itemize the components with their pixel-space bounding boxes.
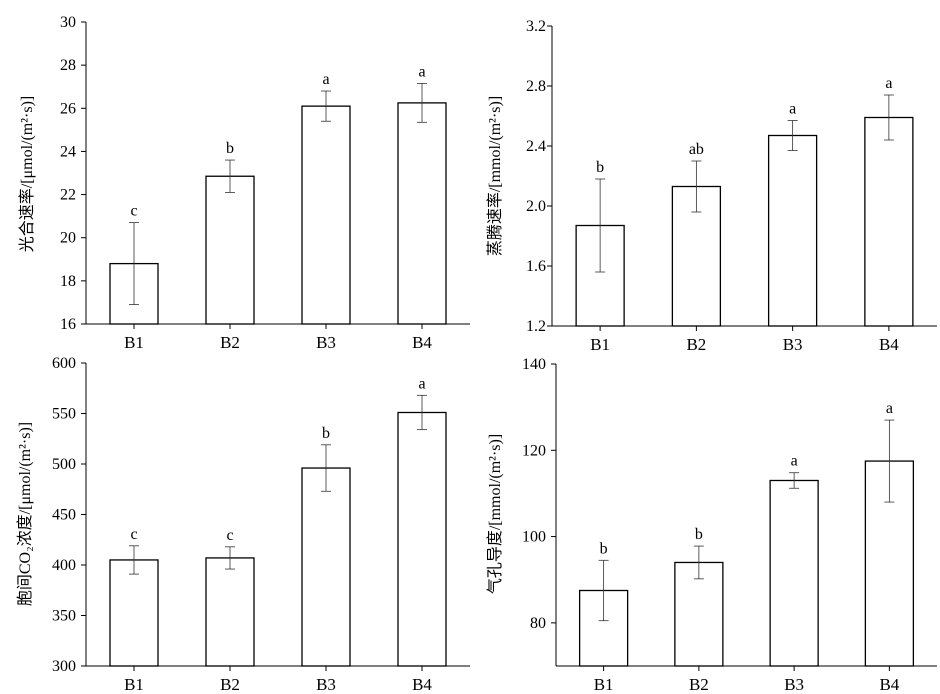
x-tick-label: B1 <box>124 675 144 694</box>
x-tick-label: B1 <box>590 335 610 354</box>
y-tick-label: 2.4 <box>526 138 546 155</box>
y-tick-label: 80 <box>530 615 546 632</box>
significance-label: c <box>130 526 137 543</box>
y-tick-label: 16 <box>60 316 76 333</box>
y-tick-label: 22 <box>60 187 76 204</box>
bar-B2 <box>674 561 724 667</box>
significance-label: b <box>322 425 330 442</box>
bar-B3 <box>301 105 351 325</box>
y-axis-title: 气孔导度/[mmol/(m²·s)] <box>486 434 504 594</box>
y-tick-label: 500 <box>52 456 76 473</box>
bar-B3 <box>767 134 818 327</box>
bar-B2 <box>205 175 255 325</box>
significance-label: a <box>885 75 892 92</box>
y-tick-label: 300 <box>52 658 76 675</box>
x-tick-label: B4 <box>879 675 899 694</box>
x-tick-label: B2 <box>689 675 709 694</box>
x-tick-label: B2 <box>686 335 706 354</box>
bar-B4 <box>397 102 447 325</box>
chart-photosynthetic-rate: 光合速率/[μmol/(m²·s)] 16 18 20 22 24 26 28 30 c B1 b B… <box>18 14 470 352</box>
significance-label: b <box>600 540 608 557</box>
y-tick-label: 20 <box>60 230 76 247</box>
significance-label: a <box>418 63 425 80</box>
y-tick-label: 140 <box>522 356 546 373</box>
x-tick-label: B4 <box>412 675 432 694</box>
y-tick-label: 400 <box>52 557 76 574</box>
bar-B1 <box>109 559 159 667</box>
x-tick-label: B3 <box>316 675 336 694</box>
x-tick-label: B3 <box>784 675 804 694</box>
y-axis-title: 胞间CO₂浓度/[μmol/(m²·s)] <box>16 422 34 606</box>
significance-label: b <box>695 526 703 543</box>
x-tick-label: B3 <box>316 333 336 352</box>
x-tick-label: B1 <box>124 333 144 352</box>
significance-label: c <box>130 203 137 220</box>
y-tick-label: 24 <box>60 143 76 160</box>
y-tick-label: 120 <box>522 442 546 459</box>
y-tick-label: 1.6 <box>526 258 546 275</box>
chart-transpiration-rate: 蒸腾速率/[mmol/(m²·s)] 1.2 1.6 2.0 2.4 2.8 3.2 b B1… <box>486 18 937 354</box>
bar-B3 <box>301 467 351 667</box>
chart-stomatal-conductance: 气孔导度/[mmol/(m²·s)] 80 100 120 140 b B1 b B2 a B3 a… <box>486 356 937 694</box>
significance-label: a <box>791 453 798 470</box>
x-tick-label: B2 <box>220 675 240 694</box>
y-tick-label: 100 <box>522 529 546 546</box>
y-tick-label: 450 <box>52 507 76 524</box>
x-tick-label: B4 <box>879 335 899 354</box>
y-tick-label: 18 <box>60 273 76 290</box>
y-tick-label: 350 <box>52 608 76 625</box>
bar-B4 <box>864 116 914 327</box>
y-axis-title: 光合速率/[μmol/(m²·s)] <box>18 96 36 252</box>
y-axis-title: 蒸腾速率/[mmol/(m²·s)] <box>486 96 504 256</box>
y-tick-label: 1.2 <box>526 318 546 335</box>
significance-label: c <box>226 527 233 544</box>
significance-label: a <box>322 71 329 88</box>
y-tick-label: 550 <box>52 406 76 423</box>
y-tick-label: 3.2 <box>526 18 546 35</box>
x-tick-label: B1 <box>594 675 614 694</box>
significance-label: ab <box>689 141 704 158</box>
x-tick-label: B3 <box>783 335 803 354</box>
x-tick-label: B2 <box>220 333 240 352</box>
bar-B4 <box>397 411 447 667</box>
significance-label: a <box>789 101 796 118</box>
y-tick-label: 600 <box>52 355 76 372</box>
significance-label: a <box>418 375 425 392</box>
y-tick-label: 26 <box>60 100 76 117</box>
y-tick-label: 2.8 <box>526 78 546 95</box>
significance-label: b <box>596 159 604 176</box>
significance-label: b <box>226 140 234 157</box>
y-tick-label: 30 <box>60 14 76 31</box>
chart-intercellular-co2: 胞间CO₂浓度/[μmol/(m²·s)] 300 350 400 450 500 550… <box>16 355 470 694</box>
y-tick-label: 2.0 <box>526 198 546 215</box>
bar-B3 <box>769 479 819 667</box>
bar-B2 <box>205 557 255 667</box>
x-tick-label: B4 <box>412 333 432 352</box>
significance-label: a <box>886 400 893 417</box>
y-tick-label: 28 <box>60 57 76 74</box>
